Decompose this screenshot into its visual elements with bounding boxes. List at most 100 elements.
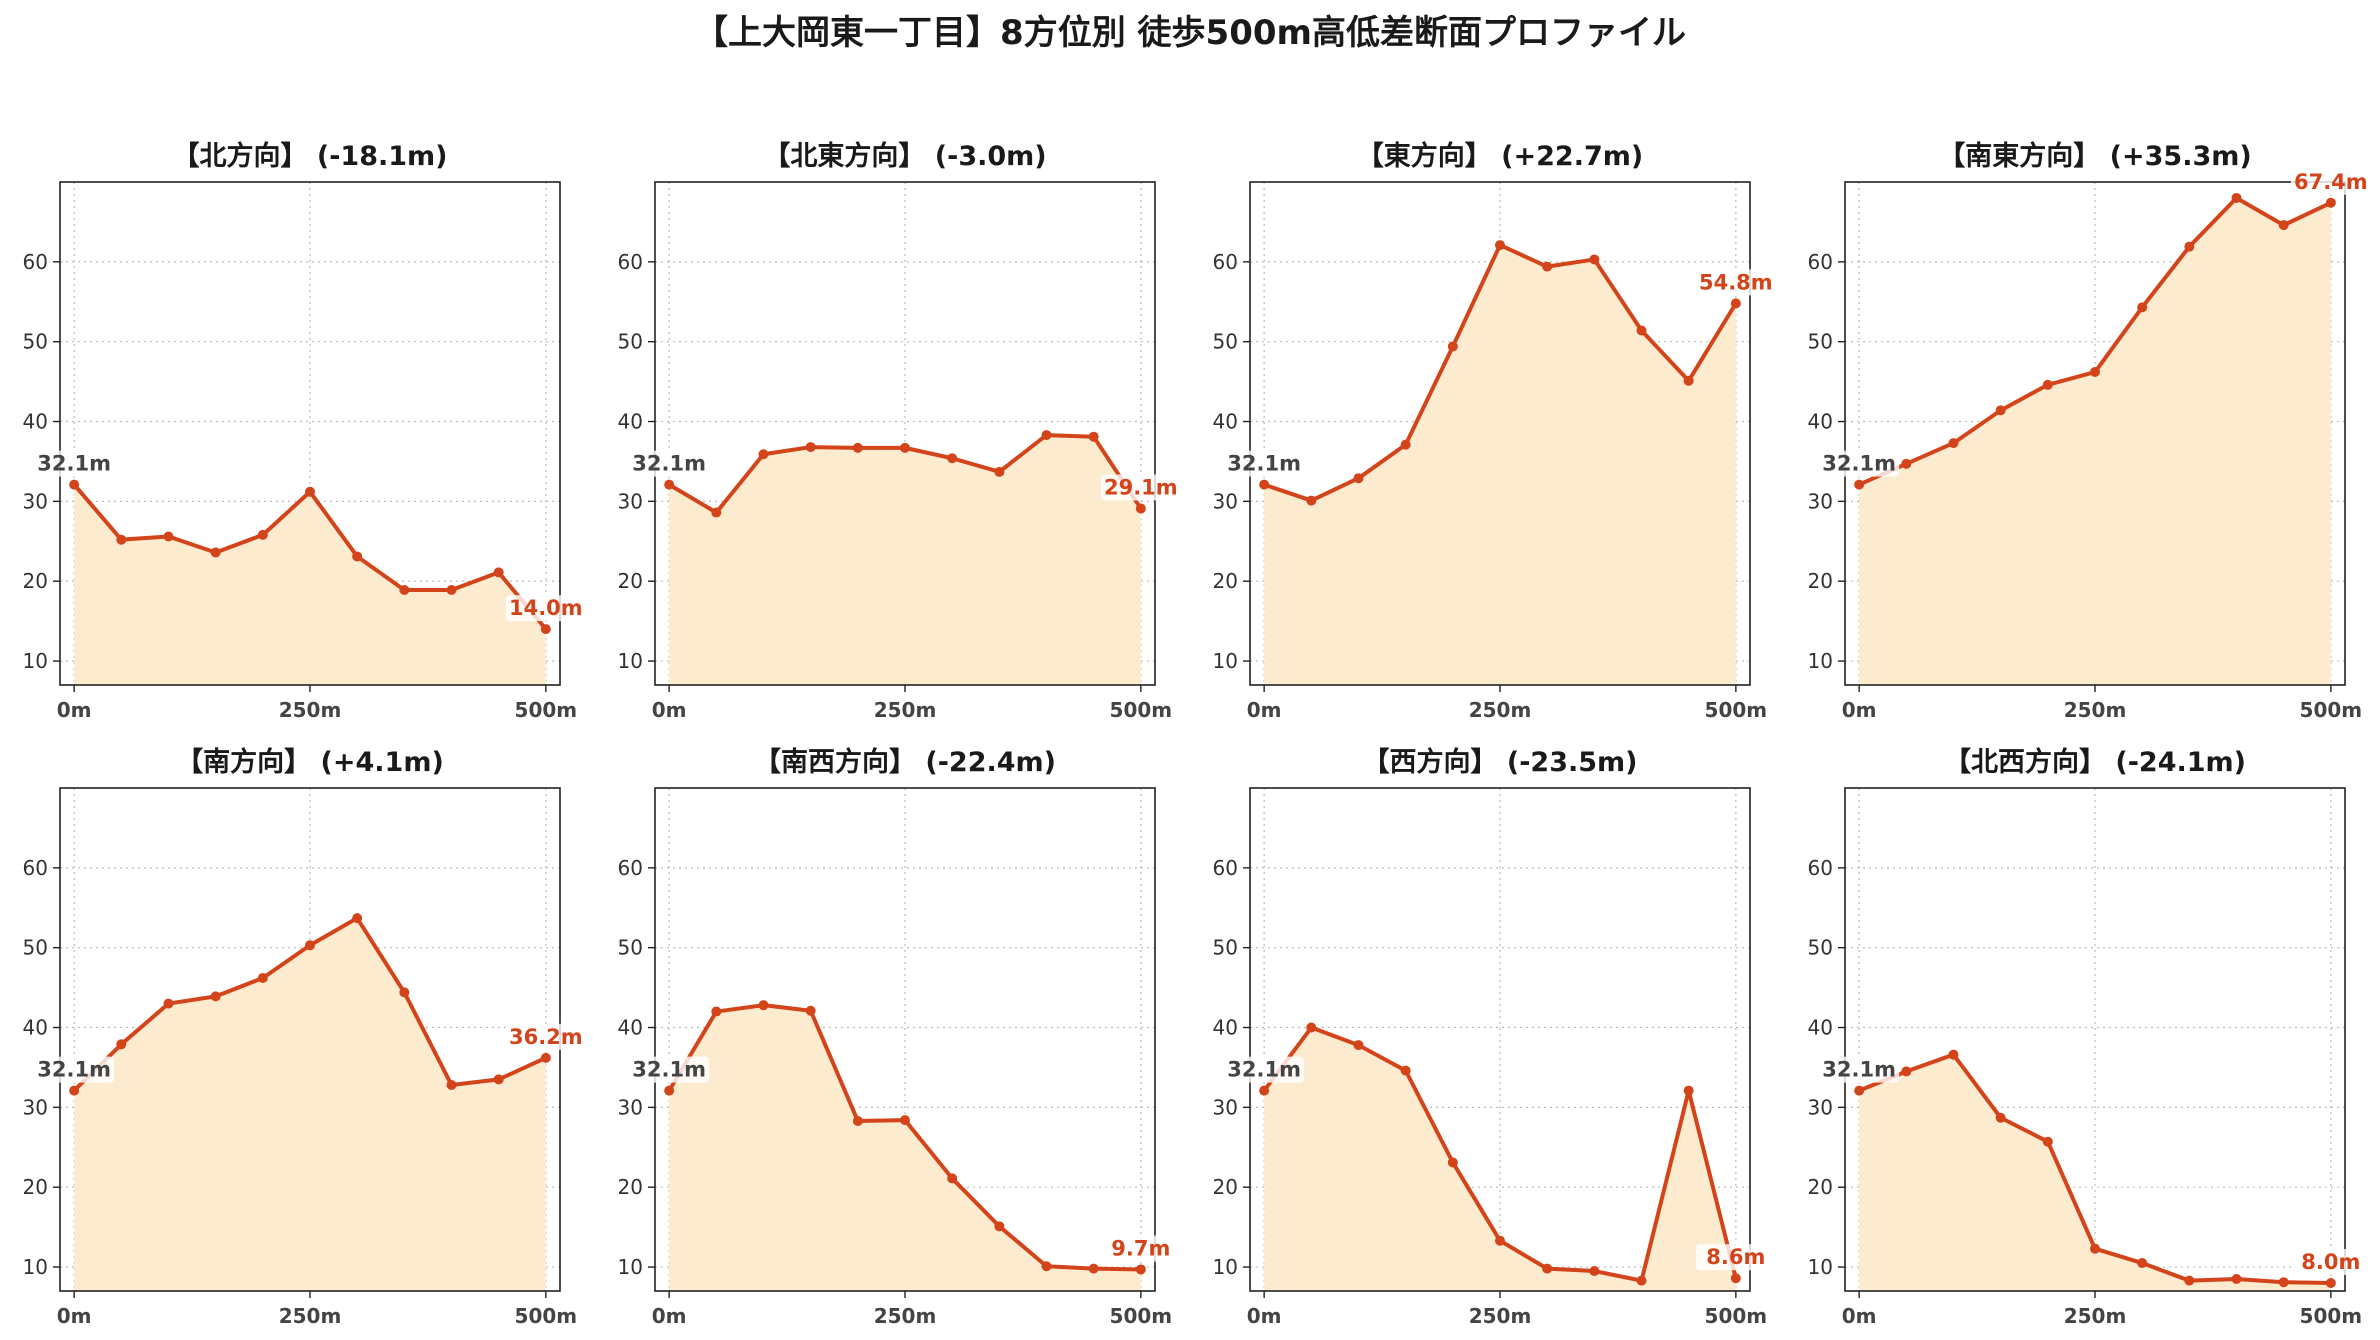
data-point [116, 534, 127, 545]
profile-panel-4: 【南東方向】 (+35.3m) 10 20 30 40 50 60 0m 250m 500m 32.… [1808, 140, 2371, 722]
data-point [210, 547, 221, 558]
data-point [900, 1115, 910, 1126]
y-tick-label: 20 [1213, 1175, 1238, 1199]
data-point [2325, 197, 2336, 208]
data-point [2231, 192, 2242, 203]
data-point [1495, 1235, 1505, 1246]
end-label-background [1100, 474, 1181, 501]
y-tick-label: 30 [23, 489, 48, 513]
data-point [69, 479, 80, 490]
end-elevation-label: 9.7m [1111, 1236, 1170, 1260]
y-tick-label: 40 [1808, 1016, 1833, 1040]
area-fill [1264, 245, 1736, 686]
start-label-background [34, 450, 115, 477]
start-elevation-label: 32.1m [1822, 1058, 1896, 1082]
data-point [1088, 431, 1099, 442]
data-point [2278, 220, 2289, 231]
end-elevation-label: 8.6m [1706, 1245, 1765, 1269]
panel-title: 【南西方向】 (-22.4m) [754, 746, 1056, 778]
x-tick-label: 250m [1469, 698, 1532, 722]
data-point [163, 531, 174, 542]
data-point [1400, 439, 1411, 450]
data-point [210, 991, 221, 1002]
panel-title: 【北東方向】 (-3.0m) [763, 140, 1046, 172]
x-tick-label: 500m [2300, 1304, 2363, 1328]
area-fill [1264, 1027, 1736, 1291]
x-tick-label: 250m [2064, 698, 2127, 722]
x-tick-label: 0m [1247, 698, 1282, 722]
x-tick-label: 250m [1469, 1304, 1532, 1328]
y-tick-label: 20 [1808, 1175, 1833, 1199]
data-point [1542, 1263, 1553, 1274]
data-point [947, 453, 958, 464]
start-elevation-label: 32.1m [37, 452, 111, 476]
y-tick-label: 30 [1213, 1095, 1238, 1119]
data-point [1683, 375, 1694, 386]
y-tick-label: 10 [1808, 649, 1833, 673]
data-point [994, 1221, 1005, 1232]
panel-title: 【北方向】 (-18.1m) [172, 140, 447, 172]
y-tick-label: 10 [23, 1255, 48, 1279]
y-tick-label: 20 [1213, 569, 1238, 593]
data-point [305, 940, 315, 951]
data-point [446, 1080, 457, 1091]
data-point [1259, 479, 1270, 490]
y-tick-label: 60 [1808, 856, 1833, 880]
data-point [1353, 473, 1364, 484]
end-elevation-label: 54.8m [1699, 270, 1773, 294]
data-point [758, 1000, 769, 1011]
y-tick-label: 10 [618, 1255, 643, 1279]
y-tick-label: 50 [23, 936, 48, 960]
data-point [2090, 367, 2100, 378]
data-point [1135, 503, 1146, 514]
data-point [805, 442, 816, 453]
y-tick-label: 50 [1213, 936, 1238, 960]
y-tick-label: 20 [23, 1175, 48, 1199]
data-point [2278, 1277, 2289, 1288]
data-point [664, 479, 675, 490]
y-tick-label: 30 [1213, 489, 1238, 513]
y-tick-label: 20 [23, 569, 48, 593]
data-point [1306, 1022, 1317, 1033]
data-point [540, 624, 551, 635]
panel-title: 【南東方向】 (+35.3m) [1938, 140, 2251, 172]
x-tick-label: 0m [57, 698, 92, 722]
y-tick-label: 50 [618, 936, 643, 960]
data-point [1995, 405, 2006, 416]
x-tick-label: 250m [279, 1304, 342, 1328]
data-point [1854, 1085, 1865, 1096]
data-point [2090, 1243, 2100, 1254]
data-point [2042, 379, 2053, 390]
data-point [852, 442, 863, 453]
end-label-background [1695, 269, 1776, 296]
y-tick-label: 20 [618, 569, 643, 593]
profile-panel-8: 【北西方向】 (-24.1m) 10 20 30 40 50 60 0m 250m 500m 32.… [1808, 746, 2371, 1328]
x-tick-label: 500m [2300, 698, 2363, 722]
start-elevation-label: 32.1m [632, 452, 706, 476]
x-tick-label: 500m [1110, 1304, 1173, 1328]
end-label-background [2290, 1249, 2371, 1276]
end-elevation-label: 67.4m [2294, 170, 2368, 194]
start-elevation-label: 32.1m [1227, 1058, 1301, 1082]
y-tick-label: 10 [23, 649, 48, 673]
y-tick-label: 60 [1808, 250, 1833, 274]
y-tick-label: 60 [1213, 856, 1238, 880]
data-point [1306, 495, 1317, 506]
y-tick-label: 20 [618, 1175, 643, 1199]
data-point [352, 913, 363, 924]
y-tick-label: 50 [1808, 936, 1833, 960]
profile-panel-7: 【西方向】 (-23.5m) 10 20 30 40 50 60 0m 250m 500m 32.1… [1213, 746, 1776, 1328]
y-tick-label: 10 [1808, 1255, 1833, 1279]
panel-title: 【東方向】 (+22.7m) [1357, 140, 1643, 172]
data-point [1589, 1266, 1600, 1277]
x-tick-label: 0m [652, 1304, 687, 1328]
start-label-background [1819, 1056, 1900, 1083]
data-point [1041, 430, 1052, 441]
y-tick-label: 60 [618, 250, 643, 274]
data-point [493, 1074, 504, 1085]
profile-panel-5: 【南方向】 (+4.1m) 10 20 30 40 50 60 0m 250m 500m 32.1m… [23, 746, 586, 1328]
y-tick-label: 30 [618, 1095, 643, 1119]
data-point [711, 507, 722, 518]
x-tick-label: 500m [1705, 698, 1768, 722]
data-point [493, 567, 504, 578]
